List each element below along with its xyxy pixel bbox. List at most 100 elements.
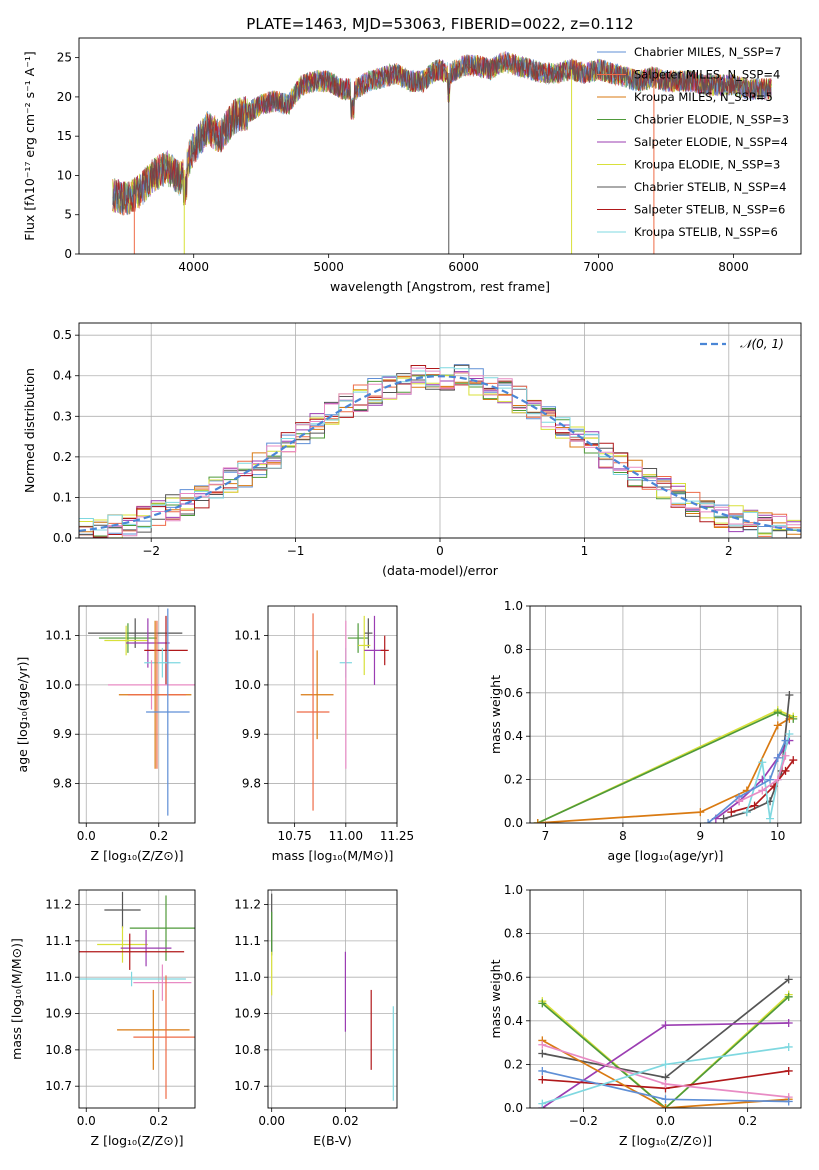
axes-frame [267,605,398,824]
y-tick-label: 11.1 [234,934,261,948]
y-tick-label: 0.8 [504,642,523,656]
residual-histogram-panel: −2 −1 0 1 2 0.0 0.1 0.2 0.3 0.4 0.5 (data-model)/er… [22,322,802,578]
series-marker [789,756,798,765]
legend-label: Chabrier STELIB, N_SSP=4 [634,180,786,194]
series-marker [773,775,782,784]
x-tick-label: 7 [542,829,550,843]
y-tick-label: 0.3 [53,409,72,423]
plot-area [79,364,801,538]
age-vs-mass-panel: 10.75 11.00 11.25 9.8 9.9 10.0 10.1 mass [log₁₀… [234,605,414,863]
legend-label: Salpeter MILES, N_SSP=4 [634,68,780,82]
series-marker [784,1097,793,1106]
x-tick-label: 11.25 [380,829,414,843]
y-tick-label: 0.4 [504,729,523,743]
y-tick-label: 0.0 [53,531,72,545]
series-marker [785,690,794,699]
y-tick-label: 0.0 [504,1101,523,1115]
y-tick-label: 0.0 [504,816,523,830]
series-marker [538,1049,547,1058]
mass-vs-metallicity-panel: 0.0 0.2 10.7 10.8 10.9 11.0 11.1 11.2 Z [log₁₀(Z… [9,889,196,1148]
series-marker [735,797,744,806]
plot-area [79,891,195,1099]
series-marker [781,751,790,760]
series-line-pink [738,755,787,803]
series-marker [773,721,782,730]
series-marker [766,775,775,784]
x-tick-label: 0.0 [656,1114,675,1128]
series-marker [758,758,767,767]
x-axis-label: (data-model)/error [382,563,499,578]
x-tick-label: 0.2 [738,1114,757,1128]
y-tick-label: 25 [57,51,72,65]
series-marker [784,992,793,1001]
y-tick-label: 5 [64,208,72,222]
y-tick-label: 10.7 [234,1079,261,1093]
series-marker [773,753,782,762]
y-tick-label: 0.4 [53,369,72,383]
legend-label: Kroupa ELODIE, N_SSP=3 [634,158,780,172]
x-tick-label: 0 [436,544,444,558]
x-tick-label: 8000 [718,260,749,274]
series-marker [727,808,736,817]
x-tick-label: 6000 [448,260,479,274]
y-tick-label: 11.2 [45,898,72,912]
y-tick-label: 20 [57,90,72,104]
series-marker [719,814,728,823]
series-marker [781,766,790,775]
y-tick-label: 10.9 [234,1007,261,1021]
y-tick-label: 10.1 [45,629,72,643]
y-tick-label: 0.1 [53,490,72,504]
series-marker [533,819,542,823]
series-marker [538,1066,547,1075]
axes-frame [78,322,802,539]
x-tick-label: 0.00 [258,1114,285,1128]
mass-weight-vs-age-panel: 7 8 9 10 0.0 0.2 0.4 0.6 0.8 1.0 age [log₁₀(age/yr… [488,599,802,863]
y-tick-label: 10.8 [45,1043,72,1057]
y-tick-label: 0.5 [53,328,72,342]
series-marker [773,708,782,717]
y-tick-label: 11.1 [45,934,72,948]
y-tick-label: 11.2 [234,898,261,912]
plot-area [533,690,798,823]
legend-label: Kroupa MILES, N_SSP=5 [634,90,773,104]
x-tick-label: 0.0 [77,829,96,843]
gaussian-curve [79,375,801,532]
x-axis-label: wavelength [Angstrom, rest frame] [330,279,550,294]
series-marker [750,801,759,810]
series-line-kroupa_miles [541,1039,789,1108]
spectrum-panel: 4000 5000 6000 7000 8000 0 5 10 15 20 25 wavelength… [22,37,802,294]
y-tick-label: 0.2 [504,1057,523,1071]
age-vs-metallicity-panel: 0.0 0.2 9.8 9.9 10.0 10.1 Z [log₁₀(Z/Z⊙)] age [… [15,605,196,863]
y-tick-label: 10.0 [234,678,261,692]
series-marker [661,1095,670,1104]
x-tick-label: −0.2 [569,1114,598,1128]
x-axis-label: mass [log₁₀(M/M⊙)] [272,848,394,863]
series-marker [784,975,793,984]
y-tick-label: 1.0 [504,599,523,613]
series-marker [661,1021,670,1030]
series-marker [696,808,705,817]
legend-label: Salpeter ELODIE, N_SSP=4 [634,135,788,149]
x-tick-label: −1 [287,544,305,558]
series-line-kroupa_elodie [541,993,790,1108]
legend-label: 𝒩(0, 1) [740,337,784,351]
series-marker [784,1042,793,1051]
y-tick-label: 10.7 [45,1079,72,1093]
y-axis-label: age [log₁₀(age/yr)] [15,657,30,773]
series-marker [538,1075,547,1084]
x-tick-label: 0.02 [332,1114,359,1128]
plot-area [296,613,389,811]
axes-frame [78,889,196,1109]
axes-frame [529,605,802,824]
series-marker [538,1040,547,1049]
mass-vs-ebv-panel: 0.00 0.02 10.7 10.8 10.9 11.0 11.1 11.2 E(B-V) [234,889,398,1148]
legend-label: Kroupa STELIB, N_SSP=6 [634,225,778,239]
mass-weight-vs-metallicity-panel: −0.2 0.0 0.2 0.0 0.2 0.4 0.6 0.8 1.0 Z [log₁₀(Z/Z… [488,883,802,1148]
series-marker [661,1060,670,1069]
x-tick-label: 0.2 [149,829,168,843]
y-axis-label: mass weight [488,675,503,754]
y-tick-label: 0.8 [504,927,523,941]
plot-area [538,975,793,1108]
histogram-step-pink [79,367,801,538]
